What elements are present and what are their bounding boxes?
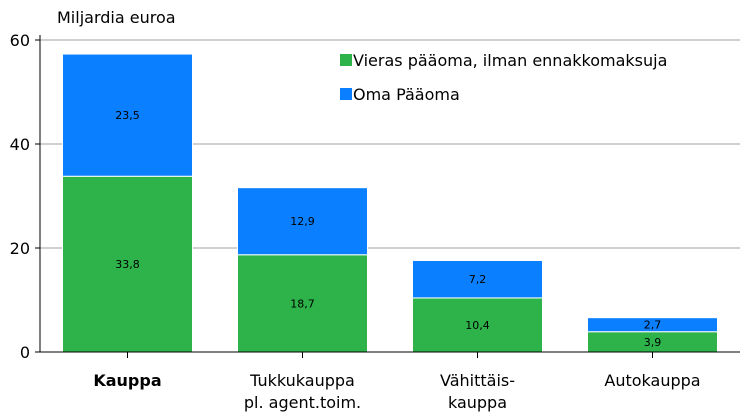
x-tick-label: Vähittäis-kauppa xyxy=(440,371,515,412)
legend-label: Oma Pääoma xyxy=(353,85,460,104)
data-label: 2,7 xyxy=(644,319,662,332)
y-tick-label: 20 xyxy=(10,239,30,258)
legend-label: Vieras pääoma, ilman ennakkomaksuja xyxy=(353,51,667,70)
y-axis-label: Miljardia euroa xyxy=(57,8,176,27)
x-tick-label: Autokauppa xyxy=(604,371,700,390)
y-tick-label: 40 xyxy=(10,135,30,154)
bar-segment xyxy=(62,53,193,177)
legend-swatch xyxy=(340,88,352,100)
legend-swatch xyxy=(340,54,352,66)
data-label: 33,8 xyxy=(115,258,140,271)
y-tick-label: 60 xyxy=(10,31,30,50)
bar-segment xyxy=(237,187,368,256)
data-label: 18,7 xyxy=(290,297,315,310)
data-label: 10,4 xyxy=(465,319,490,332)
bar-segment xyxy=(237,254,368,353)
x-tick-label: Kauppa xyxy=(93,371,161,390)
data-label: 12,9 xyxy=(290,215,315,228)
data-label: 7,2 xyxy=(469,273,487,286)
bar-segment xyxy=(412,259,543,299)
data-label: 3,9 xyxy=(644,336,662,349)
bar-segment xyxy=(587,317,718,333)
y-tick-label: 0 xyxy=(20,343,30,362)
x-tick-label: Tukkukauppa pl. agent.toim. xyxy=(244,371,361,412)
data-label: 23,5 xyxy=(115,109,140,122)
